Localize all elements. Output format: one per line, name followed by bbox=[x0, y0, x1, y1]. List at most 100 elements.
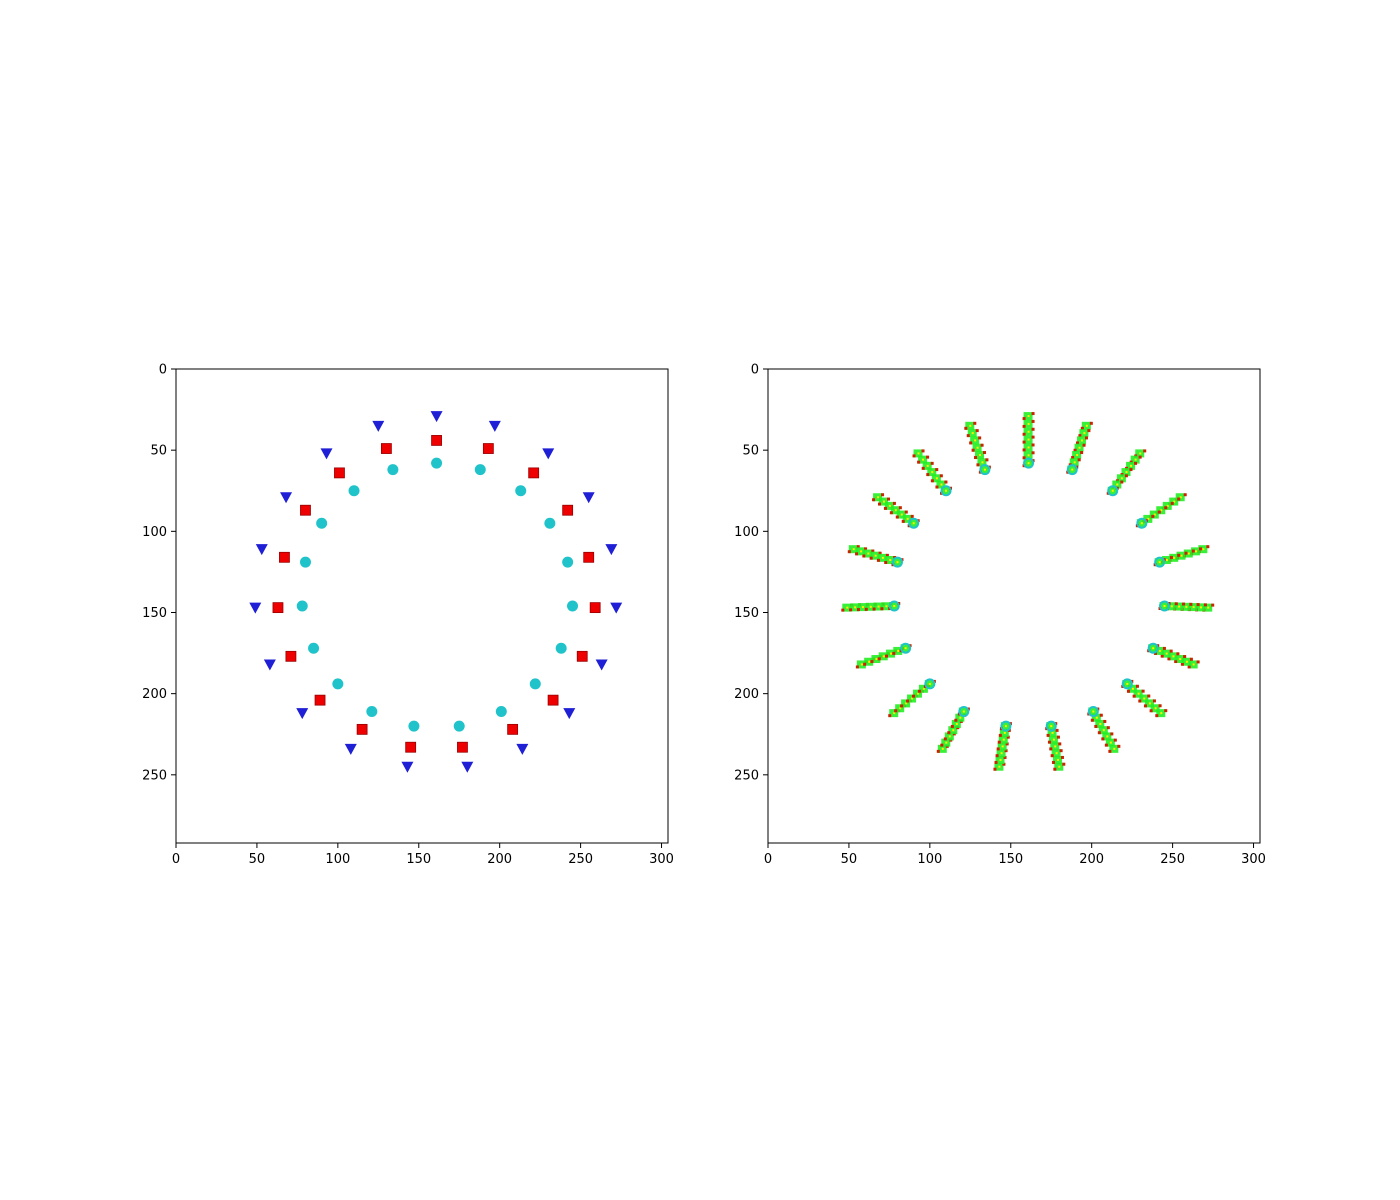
right-cluster-6-yellow-3 bbox=[1172, 655, 1175, 658]
right-cluster-9-red-a-5 bbox=[1046, 733, 1050, 737]
right-cluster-10-red-b-3 bbox=[1005, 742, 1009, 746]
right-cluster-0-yellow-6 bbox=[1027, 462, 1030, 465]
right-cluster-9-red-a-2 bbox=[1050, 754, 1054, 758]
left-square-point-8 bbox=[507, 723, 519, 735]
right-cluster-8-yellow-3 bbox=[1102, 729, 1105, 732]
right-cluster-11-red-a-2 bbox=[943, 737, 947, 741]
left-x-tick-label-6: 300 bbox=[649, 852, 674, 867]
right-cluster-1-red-a-3 bbox=[1073, 448, 1077, 452]
right-cluster-17-red-a-1 bbox=[917, 460, 921, 464]
right-cluster-15-red-a-5 bbox=[884, 561, 888, 565]
right-cluster-3-yellow-3 bbox=[1160, 509, 1163, 512]
right-cluster-1-yellow-2 bbox=[1080, 439, 1083, 442]
right-cluster-14-yellow-2 bbox=[861, 606, 864, 609]
right-cluster-15-red-a-3 bbox=[869, 556, 873, 560]
left-triangle-down-point-3 bbox=[582, 492, 595, 504]
right-cluster-2-red-b-3 bbox=[1129, 468, 1133, 472]
right-cluster-7-red-b-1 bbox=[1158, 704, 1162, 708]
right-cluster-17-red-a-2 bbox=[921, 466, 925, 470]
right-cluster-6-red-b-3 bbox=[1176, 652, 1180, 656]
right-cluster-12-yellow-5 bbox=[922, 687, 925, 690]
right-cluster-17-yellow-5 bbox=[940, 483, 943, 486]
right-y-tick-label-3: 150 bbox=[734, 606, 759, 621]
right-cluster-14-yellow-5 bbox=[885, 605, 888, 608]
right-cluster-17-red-a-3 bbox=[926, 473, 930, 477]
right-cluster-5-yellow-4 bbox=[1178, 605, 1181, 608]
left-triangle-down-point-6 bbox=[595, 659, 608, 671]
right-cluster-16-red-a-0 bbox=[872, 498, 876, 502]
right-cluster-1-red-a-0 bbox=[1080, 426, 1084, 430]
right-cluster-18-yellow-2 bbox=[974, 439, 977, 442]
right-cluster-13-yellow-3 bbox=[882, 655, 885, 658]
right-cluster-17-red-b-4 bbox=[939, 474, 943, 478]
left-triangle-down-point-1 bbox=[488, 420, 501, 432]
right-cluster-9-red-b-3 bbox=[1058, 742, 1062, 746]
right-cluster-6-yellow-1 bbox=[1185, 660, 1188, 663]
right-cluster-4-red-b-4 bbox=[1177, 553, 1181, 557]
right-cluster-3-red-b-3 bbox=[1164, 506, 1168, 510]
right-cluster-16-yellow-0 bbox=[877, 496, 880, 499]
right-cluster-13-yellow-4 bbox=[890, 652, 892, 655]
right-cluster-8-red-b-2 bbox=[1110, 732, 1114, 736]
right-cluster-10-red-a-1 bbox=[994, 760, 998, 764]
left-y-tick-label-4: 200 bbox=[142, 687, 167, 702]
right-cluster-11-red-a-5 bbox=[954, 718, 958, 722]
right-cluster-12-yellow-1 bbox=[899, 707, 902, 710]
right-cluster-11-center bbox=[958, 706, 970, 718]
left-square-point-7 bbox=[547, 694, 559, 706]
right-cluster-2-red-b-2 bbox=[1134, 461, 1138, 465]
right-cluster-16-yellow-1 bbox=[882, 500, 885, 503]
right-cluster-7-yellow-5 bbox=[1131, 687, 1134, 690]
left-y-tick-label-5: 250 bbox=[142, 768, 167, 783]
right-cluster-4-yellow-0 bbox=[1202, 548, 1205, 551]
right-cluster-14-red-a-5 bbox=[880, 607, 884, 611]
right-cluster-4-center bbox=[1154, 556, 1166, 568]
right-cluster-8-yellow-4 bbox=[1099, 722, 1102, 725]
right-cluster-14-center bbox=[888, 600, 900, 612]
right-cluster-5-red-b-3 bbox=[1189, 602, 1193, 606]
left-square-point-13 bbox=[285, 650, 297, 662]
right-cluster-3-yellow-2 bbox=[1166, 504, 1169, 507]
right-cluster-3-red-b-0 bbox=[1183, 493, 1187, 497]
right-cluster-14-red-a-0 bbox=[841, 608, 845, 612]
right-cluster-0-red-a-5 bbox=[1022, 456, 1026, 460]
right-cluster-2-yellow-2 bbox=[1130, 464, 1133, 467]
right-cluster-5-yellow-2 bbox=[1192, 606, 1195, 609]
left-circle-point-13 bbox=[308, 642, 320, 654]
right-cluster-15-center bbox=[891, 556, 903, 568]
right-cluster-0-red-b-0 bbox=[1031, 412, 1035, 416]
right-cluster-7 bbox=[1121, 678, 1168, 718]
right-cluster-18-red-a-2 bbox=[969, 441, 973, 445]
right-cluster-3-yellow-4 bbox=[1153, 513, 1156, 516]
right-cluster-9-red-b-5 bbox=[1055, 728, 1059, 732]
right-cluster-11-yellow-3 bbox=[952, 729, 955, 732]
right-cluster-7-center bbox=[1121, 678, 1133, 690]
right-cluster-16-red-b-0 bbox=[881, 493, 885, 497]
right-cluster-12-yellow-0 bbox=[893, 712, 896, 715]
right-cluster-8-red-a-5 bbox=[1090, 718, 1094, 722]
right-cluster-7-red-b-5 bbox=[1135, 684, 1139, 688]
right-cluster-15-red-b-2 bbox=[871, 549, 875, 553]
left-triangle-down-point-18 bbox=[372, 420, 385, 432]
left-triangle-down-point-15 bbox=[255, 544, 268, 556]
right-cluster-16-center bbox=[908, 517, 920, 529]
right-cluster-17-red-a-5 bbox=[935, 485, 939, 489]
left-square-point-0 bbox=[431, 435, 442, 446]
right-cluster-5-yellow-3 bbox=[1185, 605, 1188, 608]
right-cluster-16-yellow-5 bbox=[906, 517, 909, 520]
right-cluster-2-yellow-4 bbox=[1120, 477, 1123, 480]
right-cluster-0-yellow-4 bbox=[1027, 446, 1030, 449]
right-cluster-1-red-a-2 bbox=[1075, 441, 1079, 445]
right-cluster-0-red-a-4 bbox=[1022, 448, 1026, 452]
right-cluster-1 bbox=[1066, 421, 1093, 476]
right-cluster-3-red-b-2 bbox=[1170, 501, 1174, 505]
left-triangle-down-point-4 bbox=[605, 544, 618, 556]
right-cluster-18-red-b-0 bbox=[973, 421, 977, 425]
right-cluster-18-red-b-5 bbox=[985, 458, 989, 462]
right-cluster-9-red-a-3 bbox=[1049, 747, 1053, 751]
right-cluster-9-yellow-3 bbox=[1054, 745, 1057, 748]
right-cluster-13-center bbox=[900, 642, 912, 654]
right-cluster-6-red-b-4 bbox=[1169, 649, 1173, 653]
right-cluster-13-red-a-4 bbox=[885, 654, 888, 658]
left-triangle-down-point-14 bbox=[249, 602, 262, 614]
